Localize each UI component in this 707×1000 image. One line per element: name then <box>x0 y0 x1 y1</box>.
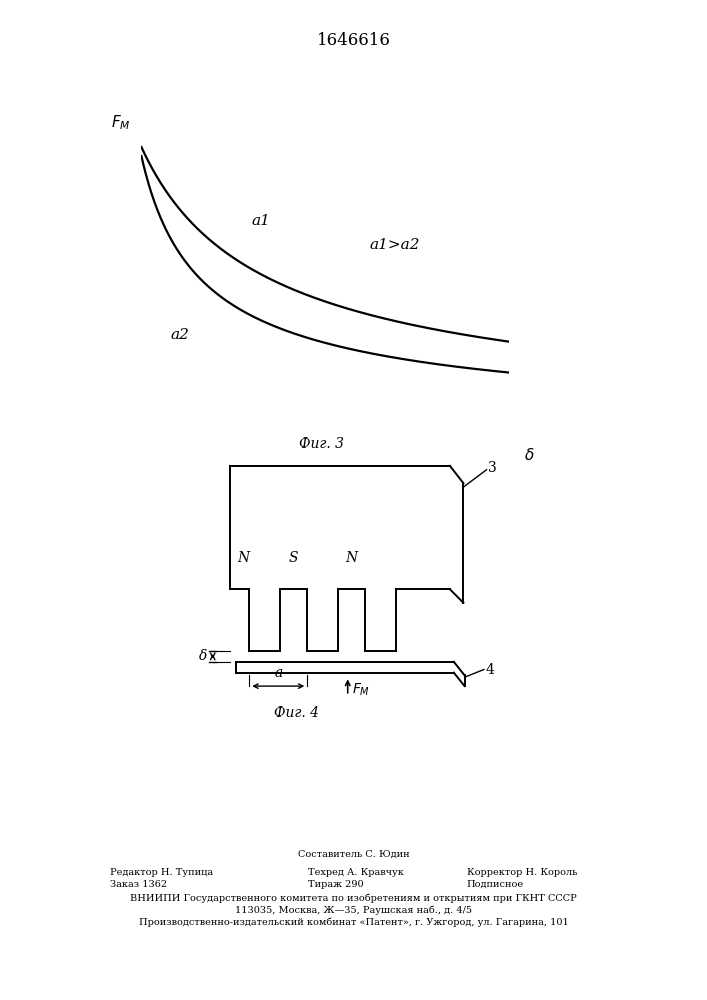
Text: ВНИИПИ Государственного комитета по изобретениям и открытиям при ГКНТ СССР: ВНИИПИ Государственного комитета по изоб… <box>130 894 577 903</box>
Text: a2: a2 <box>171 328 189 342</box>
Text: 1646616: 1646616 <box>317 32 390 49</box>
Text: Редактор Н. Тупица: Редактор Н. Тупица <box>110 868 213 877</box>
Text: N: N <box>346 551 358 565</box>
Text: $\delta$: $\delta$ <box>524 447 534 463</box>
Text: Фиг. 3: Фиг. 3 <box>299 437 344 451</box>
Text: δ: δ <box>199 649 207 663</box>
Text: Составитель С. Юдин: Составитель С. Юдин <box>298 850 409 859</box>
Text: S: S <box>289 551 298 565</box>
Text: N: N <box>238 551 250 565</box>
Text: Тираж 290: Тираж 290 <box>308 880 363 889</box>
Text: Техред А. Кравчук: Техред А. Кравчук <box>308 868 404 877</box>
Text: 113035, Москва, Ж—35, Раушская наб., д. 4/5: 113035, Москва, Ж—35, Раушская наб., д. … <box>235 906 472 915</box>
Text: a1>a2: a1>a2 <box>369 238 420 252</box>
Text: $F_M$: $F_M$ <box>111 113 130 132</box>
Text: Производственно-издательский комбинат «Патент», г. Ужгород, ул. Гагарина, 101: Производственно-издательский комбинат «П… <box>139 918 568 927</box>
Text: $F_M$: $F_M$ <box>352 682 370 698</box>
Text: 4: 4 <box>486 663 495 677</box>
Text: Заказ 1362: Заказ 1362 <box>110 880 167 889</box>
Text: Фиг. 4: Фиг. 4 <box>274 706 320 720</box>
Text: a: a <box>274 666 282 680</box>
Text: Корректор Н. Король: Корректор Н. Король <box>467 868 577 877</box>
Text: Подписное: Подписное <box>467 880 524 889</box>
Text: a1: a1 <box>252 214 271 228</box>
Text: 3: 3 <box>489 461 497 475</box>
